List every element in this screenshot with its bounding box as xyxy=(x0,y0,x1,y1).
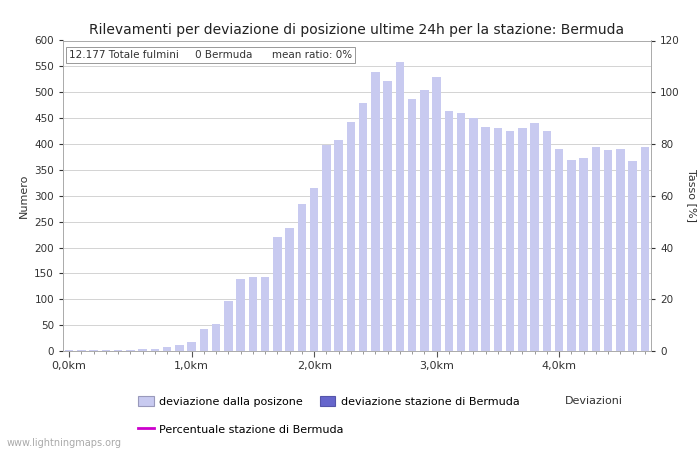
Bar xyxy=(346,122,355,351)
Bar xyxy=(494,129,502,351)
Bar xyxy=(531,123,539,351)
Bar xyxy=(444,112,453,351)
Bar xyxy=(286,228,294,351)
Bar xyxy=(248,277,257,351)
Y-axis label: Tasso [%]: Tasso [%] xyxy=(687,169,696,222)
Bar xyxy=(139,350,147,351)
Bar xyxy=(580,158,588,351)
Text: 12.177 Totale fulmini     0 Bermuda      mean ratio: 0%: 12.177 Totale fulmini 0 Bermuda mean rat… xyxy=(69,50,352,60)
Legend: Percentuale stazione di Bermuda: Percentuale stazione di Bermuda xyxy=(134,419,348,439)
Text: www.lightningmaps.org: www.lightningmaps.org xyxy=(7,438,122,448)
Title: Rilevamenti per deviazione di posizione ultime 24h per la stazione: Bermuda: Rilevamenti per deviazione di posizione … xyxy=(90,22,624,36)
Bar xyxy=(567,159,575,351)
Bar xyxy=(384,81,392,351)
Bar xyxy=(469,118,477,351)
Bar xyxy=(298,203,306,351)
Bar xyxy=(592,147,600,351)
Bar xyxy=(224,302,232,351)
Bar xyxy=(629,161,637,351)
Bar xyxy=(640,147,649,351)
Text: Deviazioni: Deviazioni xyxy=(565,396,623,406)
Bar xyxy=(395,62,404,351)
Bar xyxy=(408,99,416,351)
Bar xyxy=(261,277,270,351)
Bar xyxy=(237,279,245,351)
Bar xyxy=(518,129,526,351)
Bar xyxy=(150,349,159,351)
Bar xyxy=(163,347,172,351)
Bar xyxy=(126,350,134,351)
Bar xyxy=(212,324,220,351)
Bar xyxy=(616,149,624,351)
Y-axis label: Numero: Numero xyxy=(19,174,29,218)
Bar xyxy=(482,127,490,351)
Bar xyxy=(335,140,343,351)
Bar xyxy=(506,131,514,351)
Bar xyxy=(175,345,183,351)
Bar xyxy=(371,72,379,351)
Bar xyxy=(359,103,368,351)
Bar xyxy=(457,113,466,351)
Bar xyxy=(555,149,564,351)
Bar xyxy=(542,131,551,351)
Bar xyxy=(90,350,98,351)
Bar xyxy=(199,329,208,351)
Bar xyxy=(188,342,196,351)
Bar xyxy=(322,145,330,351)
Bar xyxy=(420,90,428,351)
Bar xyxy=(310,188,319,351)
Bar xyxy=(273,237,281,351)
Bar xyxy=(433,76,441,351)
Bar xyxy=(604,150,612,351)
